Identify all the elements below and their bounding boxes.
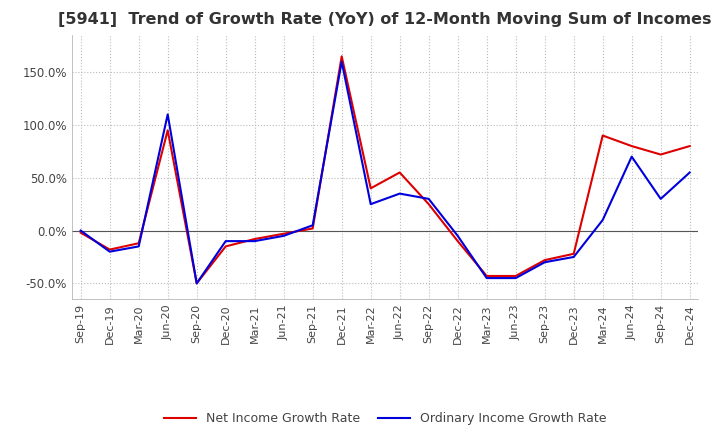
Ordinary Income Growth Rate: [541, 260, 549, 265]
Net Income Growth Rate: [482, 273, 491, 279]
Net Income Growth Rate: [657, 152, 665, 157]
Net Income Growth Rate: [570, 251, 578, 257]
Ordinary Income Growth Rate: [76, 228, 85, 233]
Net Income Growth Rate: [163, 128, 172, 133]
Net Income Growth Rate: [685, 143, 694, 149]
Ordinary Income Growth Rate: [454, 233, 462, 238]
Ordinary Income Growth Rate: [221, 238, 230, 244]
Net Income Growth Rate: [251, 236, 259, 242]
Ordinary Income Growth Rate: [570, 254, 578, 260]
Ordinary Income Growth Rate: [424, 196, 433, 202]
Ordinary Income Growth Rate: [163, 112, 172, 117]
Net Income Growth Rate: [76, 230, 85, 235]
Ordinary Income Growth Rate: [657, 196, 665, 202]
Net Income Growth Rate: [424, 202, 433, 207]
Title: [5941]  Trend of Growth Rate (YoY) of 12-Month Moving Sum of Incomes: [5941] Trend of Growth Rate (YoY) of 12-…: [58, 12, 712, 27]
Ordinary Income Growth Rate: [308, 223, 317, 228]
Ordinary Income Growth Rate: [511, 275, 520, 281]
Legend: Net Income Growth Rate, Ordinary Income Growth Rate: Net Income Growth Rate, Ordinary Income …: [159, 407, 611, 430]
Net Income Growth Rate: [105, 247, 114, 252]
Ordinary Income Growth Rate: [598, 217, 607, 223]
Ordinary Income Growth Rate: [279, 233, 288, 238]
Net Income Growth Rate: [511, 273, 520, 279]
Net Income Growth Rate: [395, 170, 404, 175]
Net Income Growth Rate: [366, 186, 375, 191]
Ordinary Income Growth Rate: [395, 191, 404, 196]
Net Income Growth Rate: [221, 244, 230, 249]
Net Income Growth Rate: [308, 226, 317, 231]
Net Income Growth Rate: [627, 143, 636, 149]
Ordinary Income Growth Rate: [135, 244, 143, 249]
Net Income Growth Rate: [541, 257, 549, 263]
Ordinary Income Growth Rate: [338, 59, 346, 64]
Ordinary Income Growth Rate: [105, 249, 114, 254]
Net Income Growth Rate: [338, 54, 346, 59]
Line: Ordinary Income Growth Rate: Ordinary Income Growth Rate: [81, 62, 690, 283]
Net Income Growth Rate: [598, 133, 607, 138]
Ordinary Income Growth Rate: [251, 238, 259, 244]
Ordinary Income Growth Rate: [192, 281, 201, 286]
Line: Net Income Growth Rate: Net Income Growth Rate: [81, 56, 690, 283]
Ordinary Income Growth Rate: [366, 202, 375, 207]
Net Income Growth Rate: [279, 231, 288, 236]
Net Income Growth Rate: [192, 281, 201, 286]
Ordinary Income Growth Rate: [482, 275, 491, 281]
Ordinary Income Growth Rate: [685, 170, 694, 175]
Net Income Growth Rate: [135, 241, 143, 246]
Ordinary Income Growth Rate: [627, 154, 636, 159]
Net Income Growth Rate: [454, 238, 462, 244]
